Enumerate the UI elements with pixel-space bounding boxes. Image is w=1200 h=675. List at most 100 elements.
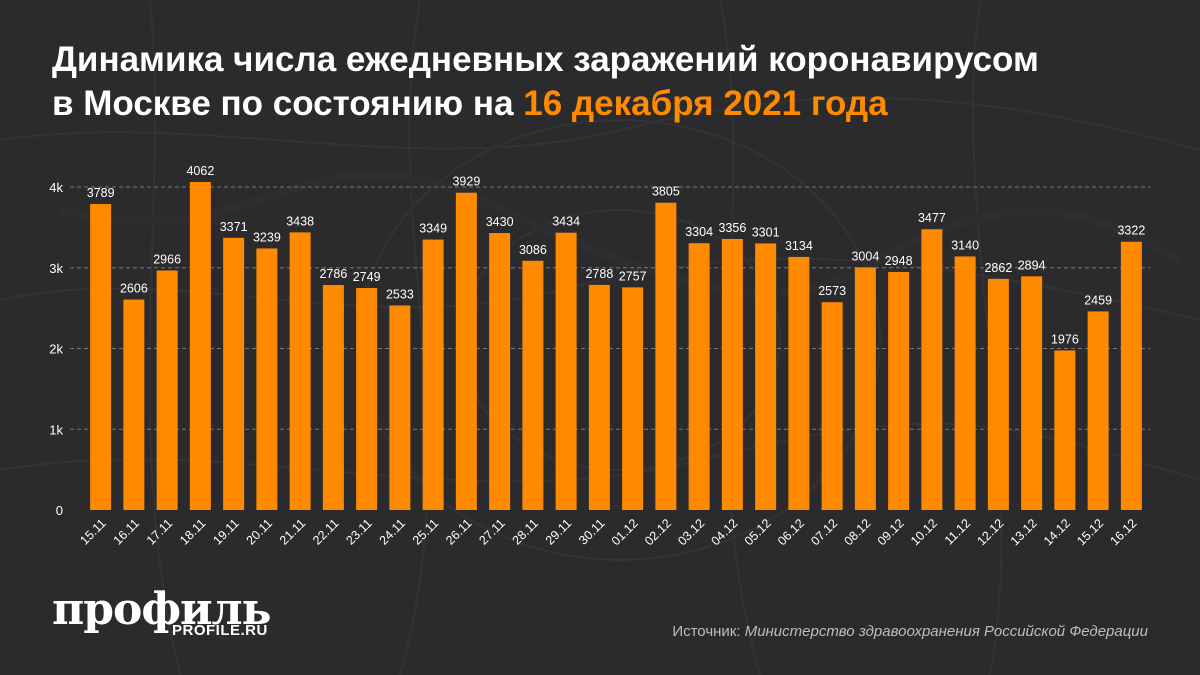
- profil-logo: профиль: [52, 584, 272, 635]
- data-label: 3301: [752, 225, 780, 239]
- bar: [356, 288, 378, 510]
- x-tick-label: 15.12: [1074, 516, 1106, 548]
- data-label: 3322: [1117, 224, 1145, 238]
- x-tick-label: 05.12: [742, 516, 774, 548]
- data-label: 4062: [186, 164, 214, 178]
- x-tick-label: 18.11: [177, 516, 208, 547]
- data-label: 2757: [619, 269, 647, 283]
- bar: [422, 239, 444, 511]
- source-name: Министерство здравоохранения Российской …: [744, 623, 1148, 640]
- x-tick-label: 12.12: [974, 516, 1006, 548]
- x-tick-label: 17.11: [144, 516, 175, 547]
- bar: [223, 237, 245, 510]
- x-tick-label: 30.11: [576, 516, 607, 547]
- data-label: 1976: [1051, 332, 1079, 346]
- bar: [954, 256, 976, 510]
- x-tick-label: 16.12: [1107, 516, 1139, 548]
- x-tick-label: 23.11: [343, 516, 374, 547]
- data-label: 2966: [153, 252, 181, 266]
- data-label: 3477: [918, 211, 946, 225]
- bar: [721, 239, 743, 511]
- x-tick-label: 02.12: [642, 516, 674, 548]
- bar: [289, 232, 311, 510]
- bar: [854, 267, 876, 510]
- x-tick-label: 16.11: [111, 516, 142, 547]
- x-tick-label: 07.12: [808, 516, 840, 548]
- title-line-1: Динамика числа ежедневных заражений коро…: [52, 40, 1039, 79]
- data-label: 3134: [785, 239, 813, 253]
- x-tick-label: 15.11: [77, 516, 108, 547]
- bar: [256, 248, 278, 510]
- bar: [622, 287, 644, 510]
- chart-title: Динамика числа ежедневных заражений коро…: [52, 38, 1162, 126]
- bar: [1054, 350, 1076, 510]
- x-tick-label: 24.11: [377, 516, 408, 547]
- y-tick-label: 0: [56, 503, 63, 518]
- title-line-2: в Москве по состоянию на 16 декабря 2021…: [52, 82, 1162, 126]
- data-label: 3356: [718, 221, 746, 235]
- x-tick-label: 28.11: [510, 516, 541, 547]
- site-url: PROFILE.RU: [172, 622, 268, 639]
- bar: [322, 285, 344, 510]
- bar: [189, 181, 211, 510]
- source-note: Источник: Министерство здравоохранения Р…: [672, 623, 1148, 640]
- bar: [455, 192, 477, 510]
- title-date-highlight: 16 декабря 2021 года: [523, 84, 888, 123]
- data-label: 2862: [984, 261, 1012, 275]
- data-label: 3434: [552, 215, 580, 229]
- bar: [1120, 241, 1142, 510]
- x-tick-label: 09.12: [875, 516, 907, 548]
- bar: [821, 302, 843, 510]
- data-label: 3349: [419, 222, 447, 236]
- y-tick-label: 4k: [49, 180, 63, 195]
- bar: [921, 229, 943, 511]
- bar: [489, 233, 511, 510]
- x-tick-label: 13.12: [1008, 516, 1040, 548]
- data-label: 3805: [652, 185, 680, 199]
- bar: [1021, 276, 1043, 510]
- source-label: Источник:: [672, 623, 741, 640]
- x-tick-label: 01.12: [609, 516, 641, 548]
- bar: [156, 270, 178, 510]
- bar: [522, 260, 544, 510]
- x-tick-label: 29.11: [543, 516, 574, 547]
- data-label: 2894: [1018, 258, 1046, 272]
- x-tick-label: 14.12: [1041, 516, 1073, 548]
- x-tick-label: 20.11: [244, 516, 275, 547]
- x-tick-label: 27.11: [476, 516, 507, 547]
- data-label: 2606: [120, 282, 148, 296]
- x-tick-label: 25.11: [410, 516, 441, 547]
- data-label: 2948: [885, 254, 913, 268]
- title-line-2-prefix: в Москве по состоянию на: [52, 84, 524, 123]
- data-label: 2459: [1084, 293, 1112, 307]
- y-tick-label: 3k: [49, 261, 63, 276]
- data-label: 3438: [286, 214, 314, 228]
- data-label: 2749: [353, 270, 381, 284]
- data-label: 3304: [685, 225, 713, 239]
- data-label: 2786: [319, 267, 347, 281]
- bar: [90, 204, 112, 510]
- y-tick-label: 1k: [49, 422, 63, 437]
- bar: [588, 284, 610, 510]
- bar: [788, 256, 810, 510]
- bar: [555, 232, 577, 510]
- x-tick-label: 26.11: [443, 516, 474, 547]
- data-label: 2788: [585, 267, 613, 281]
- y-tick-label: 2k: [49, 342, 63, 357]
- x-tick-label: 10.12: [908, 516, 940, 548]
- bar: [688, 243, 710, 510]
- x-tick-label: 19.11: [210, 516, 241, 547]
- x-tick-label: 21.11: [277, 516, 308, 547]
- x-tick-label: 04.12: [708, 516, 740, 548]
- x-tick-label: 11.12: [942, 516, 973, 547]
- bar: [389, 305, 411, 510]
- bar: [1087, 311, 1109, 510]
- data-label: 3004: [851, 249, 879, 263]
- bar: [987, 278, 1009, 510]
- x-tick-label: 03.12: [675, 516, 707, 548]
- data-label: 3929: [452, 175, 480, 189]
- data-label: 3140: [951, 238, 979, 252]
- bar: [655, 202, 677, 510]
- data-label: 3430: [486, 215, 514, 229]
